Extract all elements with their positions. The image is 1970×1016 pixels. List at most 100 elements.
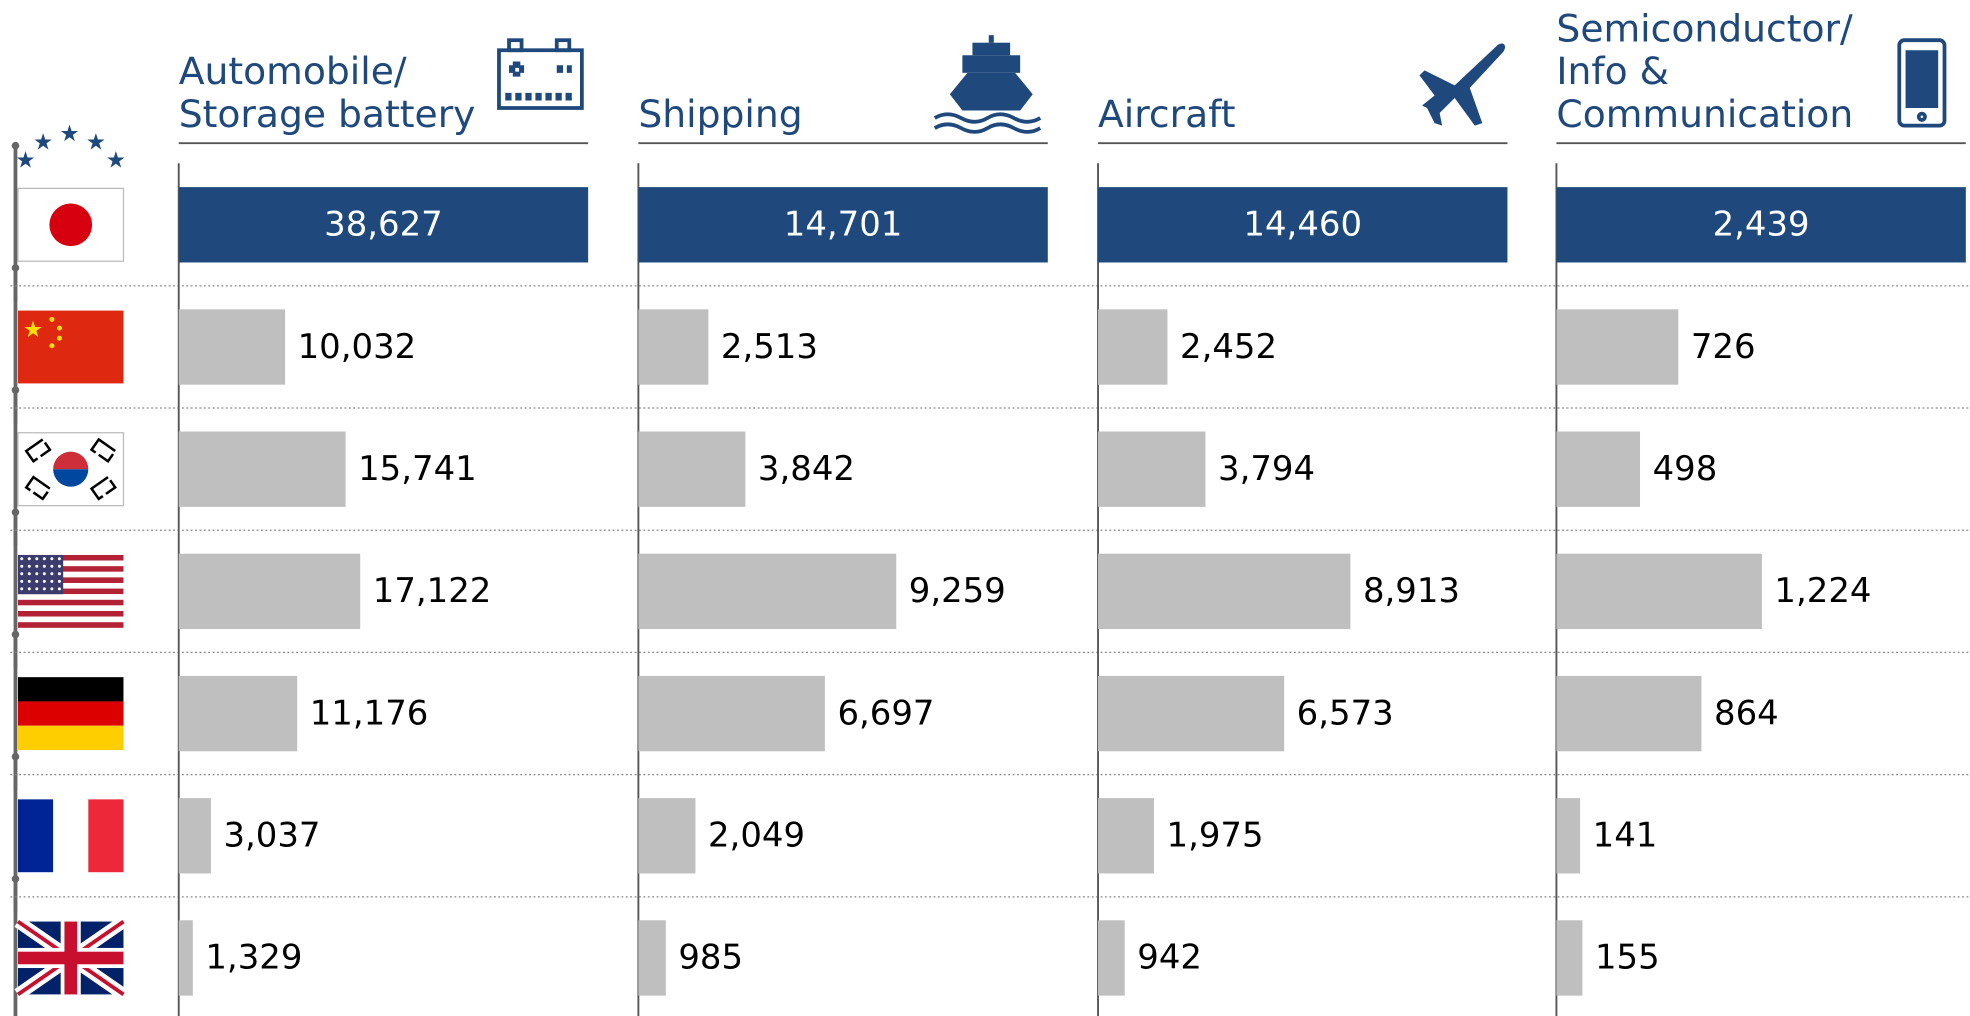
bar	[178, 920, 193, 996]
flag-part	[50, 557, 54, 561]
flag-part	[17, 605, 124, 612]
flag-border	[17, 432, 125, 507]
flag-part	[27, 557, 31, 561]
value-label: 1,224	[1774, 571, 1871, 610]
flag-part	[42, 564, 46, 568]
value-label: 985	[678, 938, 743, 977]
bar	[638, 553, 897, 630]
flag-part	[57, 572, 61, 576]
flag-part	[17, 310, 124, 384]
flag-part	[17, 701, 124, 726]
flag-pole-top	[11, 508, 20, 517]
value-label: 942	[1137, 938, 1202, 977]
battery-icon	[497, 38, 584, 110]
bar	[1556, 431, 1641, 507]
value-label: 14,460	[1243, 205, 1362, 244]
bar	[638, 309, 709, 385]
plane-icon	[1419, 43, 1506, 126]
value-label: 9,259	[909, 571, 1006, 610]
svg-text:★: ★	[86, 130, 106, 156]
bar	[1556, 920, 1583, 996]
flag-part	[42, 557, 46, 561]
flag-part	[17, 599, 124, 606]
bar	[1556, 553, 1762, 630]
flag	[11, 630, 124, 791]
value-label: 155	[1595, 938, 1660, 977]
value-label: 6,573	[1297, 693, 1394, 732]
bar	[638, 920, 666, 996]
flag-part	[17, 571, 124, 578]
bar	[178, 675, 298, 752]
bar	[178, 187, 589, 263]
svg-text:★: ★	[106, 147, 126, 173]
flag-part	[24, 475, 52, 501]
flag-part	[20, 587, 24, 591]
bar	[1556, 309, 1679, 385]
flag-pole-top	[11, 875, 20, 883]
panel-title: Aircraft	[1098, 92, 1236, 136]
value-label: 10,032	[298, 327, 417, 366]
bar	[1098, 187, 1508, 263]
flag-pole-top	[11, 264, 20, 272]
flag-pole-top	[11, 752, 20, 761]
bar	[1098, 553, 1351, 630]
flag-part	[27, 587, 31, 591]
flag-part	[50, 579, 54, 583]
value-label: 141	[1593, 816, 1658, 855]
value-label: 8,913	[1363, 571, 1460, 610]
flag-part	[20, 564, 24, 568]
value-label: 6,697	[837, 693, 934, 732]
flag-part	[27, 572, 31, 576]
flag-part	[17, 799, 54, 873]
flag-part	[42, 572, 46, 576]
flag-part	[35, 564, 39, 568]
ship-icon	[933, 35, 1042, 134]
flag-part	[49, 316, 55, 322]
flag-part	[17, 577, 124, 583]
flag-part	[35, 587, 39, 591]
value-label: 3,037	[223, 816, 320, 855]
flag-part	[17, 554, 64, 595]
bar	[1556, 187, 1966, 263]
flag: ★	[11, 264, 124, 424]
panel-title: Communication	[1556, 92, 1853, 136]
flag-part: ★	[23, 317, 43, 343]
bar	[638, 431, 746, 507]
value-label: 726	[1691, 327, 1756, 366]
flag-part	[53, 451, 89, 470]
value-label: 38,627	[324, 205, 443, 244]
value-label: 17,122	[373, 571, 492, 610]
value-label: 11,176	[310, 693, 429, 732]
bar	[178, 309, 286, 385]
flag-part	[49, 343, 55, 349]
flag-part	[56, 325, 62, 331]
flag-part	[17, 725, 124, 751]
bar	[178, 553, 361, 630]
flag-part	[17, 554, 124, 561]
svg-text:★: ★	[33, 130, 53, 156]
flag-part	[50, 587, 54, 591]
flag-pole-top	[11, 630, 20, 639]
bar	[1098, 798, 1154, 874]
value-label: 2,513	[721, 327, 818, 366]
svg-text:★: ★	[15, 147, 35, 173]
flag-part	[53, 469, 89, 487]
flag	[11, 386, 125, 546]
flag-part	[50, 564, 54, 568]
flag-pole-top	[11, 386, 20, 394]
panel-title: Semiconductor/	[1556, 6, 1853, 50]
flag-part	[64, 921, 78, 995]
phone-icon	[1897, 38, 1947, 128]
flag-part	[53, 799, 89, 873]
panel-title: Info &	[1556, 49, 1669, 93]
flag-part	[35, 579, 39, 583]
flag-part	[50, 572, 54, 576]
bar	[178, 431, 346, 507]
flag-part	[56, 335, 62, 341]
flag-part	[27, 564, 31, 568]
flag-part	[17, 677, 124, 702]
value-label: 1,329	[205, 938, 302, 977]
value-label: 14,701	[784, 205, 903, 244]
flag-part	[49, 203, 93, 247]
